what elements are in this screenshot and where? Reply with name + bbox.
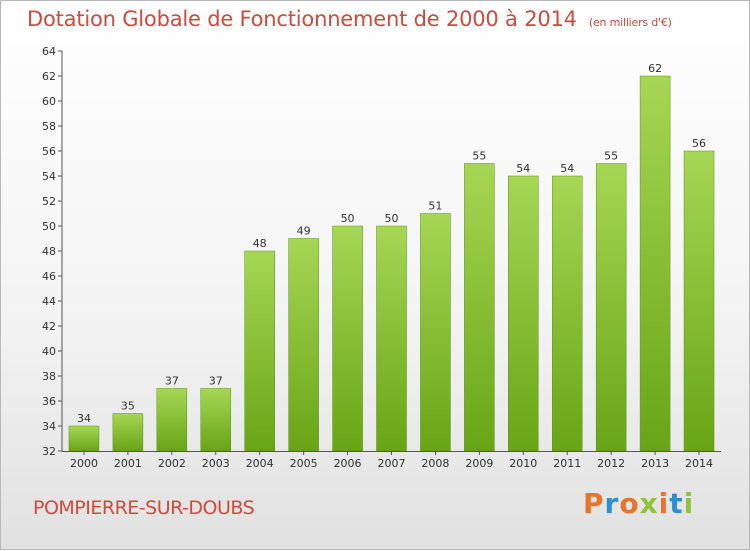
bar-2007	[376, 225, 407, 452]
x-tick-label: 2010	[509, 457, 537, 470]
bar-2012	[595, 163, 627, 452]
x-tick-label: 2003	[202, 457, 230, 470]
bar-2009	[464, 163, 495, 452]
x-tick-label: 2013	[641, 457, 669, 470]
data-label-2002: 37	[165, 375, 179, 388]
bar-series: 34 35 37 37 48 49 50 50 51 55 54 54 55 62 56	[68, 62, 715, 452]
y-tick-label: 52	[42, 195, 56, 208]
x-tick-label: 2012	[597, 457, 625, 470]
y-tick-label: 42	[42, 320, 56, 333]
bar-2003	[200, 388, 232, 452]
logo-letter: P	[583, 487, 605, 520]
x-tick-label: 2014	[685, 457, 713, 470]
y-tick-label: 58	[42, 120, 56, 133]
commune-name: POMPIERRE-SUR-DOUBS	[33, 497, 255, 519]
x-tick-label: 2005	[290, 457, 318, 470]
y-tick-label: 48	[42, 245, 56, 258]
chart-subtitle: (en milliers d'€)	[588, 16, 672, 29]
proxiti-logo: Proxiti	[583, 487, 694, 520]
data-label-2009: 55	[472, 150, 486, 163]
x-tick-label: 2007	[378, 457, 406, 470]
data-label-2004: 48	[253, 237, 267, 250]
x-axis: 2000 2001 2002 2003 2004 2005 2006 2007 2008 2009…	[62, 451, 721, 470]
y-tick-label: 44	[42, 295, 56, 308]
x-tick-label: 2009	[465, 457, 493, 470]
bar-2004	[244, 250, 275, 452]
logo-letter: o	[619, 487, 640, 520]
chart-title: Dotation Globale de Fonctionnement de 20…	[27, 7, 672, 31]
x-tick-label: 2001	[114, 457, 142, 470]
logo-letter: r	[604, 487, 620, 520]
y-tick-label: 60	[42, 95, 56, 108]
x-tick-label: 2002	[158, 457, 186, 470]
bar-2005	[288, 238, 319, 452]
y-tick-label: 54	[42, 170, 56, 183]
chart-title-text: Dotation Globale de Fonctionnement de 20…	[27, 7, 577, 31]
y-tick-label: 56	[42, 145, 56, 158]
y-tick-label: 64	[42, 45, 56, 58]
bar-2002	[156, 388, 188, 452]
x-tick-label: 2011	[553, 457, 581, 470]
bar-2000	[68, 425, 100, 452]
bar-2008	[420, 213, 451, 452]
data-label-2010: 54	[516, 162, 530, 175]
data-label-2007: 50	[385, 212, 399, 225]
logo-letter: i	[683, 487, 695, 520]
data-label-2011: 54	[560, 162, 574, 175]
bar-2013	[639, 75, 671, 452]
data-label-2003: 37	[209, 375, 223, 388]
logo-letter: t	[669, 487, 684, 520]
y-tick-label: 38	[42, 370, 56, 383]
y-tick-label: 32	[42, 445, 56, 458]
bar-2014	[683, 150, 715, 452]
y-tick-label: 34	[42, 420, 56, 433]
x-tick-label: 2000	[70, 457, 98, 470]
bar-2001	[112, 413, 144, 452]
y-tick-label: 40	[42, 345, 56, 358]
x-tick-label: 2008	[421, 457, 449, 470]
data-label-2006: 50	[341, 212, 355, 225]
y-axis: 32 34 36 38 40 42 44 46 48 50 52 54 56 58 60 62 64	[42, 45, 63, 458]
logo-letter: i	[658, 487, 670, 520]
y-tick-label: 50	[42, 220, 56, 233]
y-tick-label: 62	[42, 70, 56, 83]
data-label-2001: 35	[121, 400, 135, 413]
data-label-2005: 49	[297, 225, 311, 238]
bar-2010	[508, 175, 539, 452]
data-label-2012: 55	[604, 150, 618, 163]
x-tick-label: 2004	[246, 457, 274, 470]
bar-2006	[332, 225, 363, 452]
y-tick-label: 46	[42, 270, 56, 283]
x-tick-label: 2006	[334, 457, 362, 470]
data-label-2014: 56	[692, 137, 706, 150]
data-label-2008: 51	[428, 200, 442, 213]
data-label-2013: 62	[648, 62, 662, 75]
logo-letter: x	[639, 487, 659, 520]
y-tick-label: 36	[42, 395, 56, 408]
bar-2011	[551, 175, 583, 452]
data-label-2000: 34	[77, 412, 91, 425]
